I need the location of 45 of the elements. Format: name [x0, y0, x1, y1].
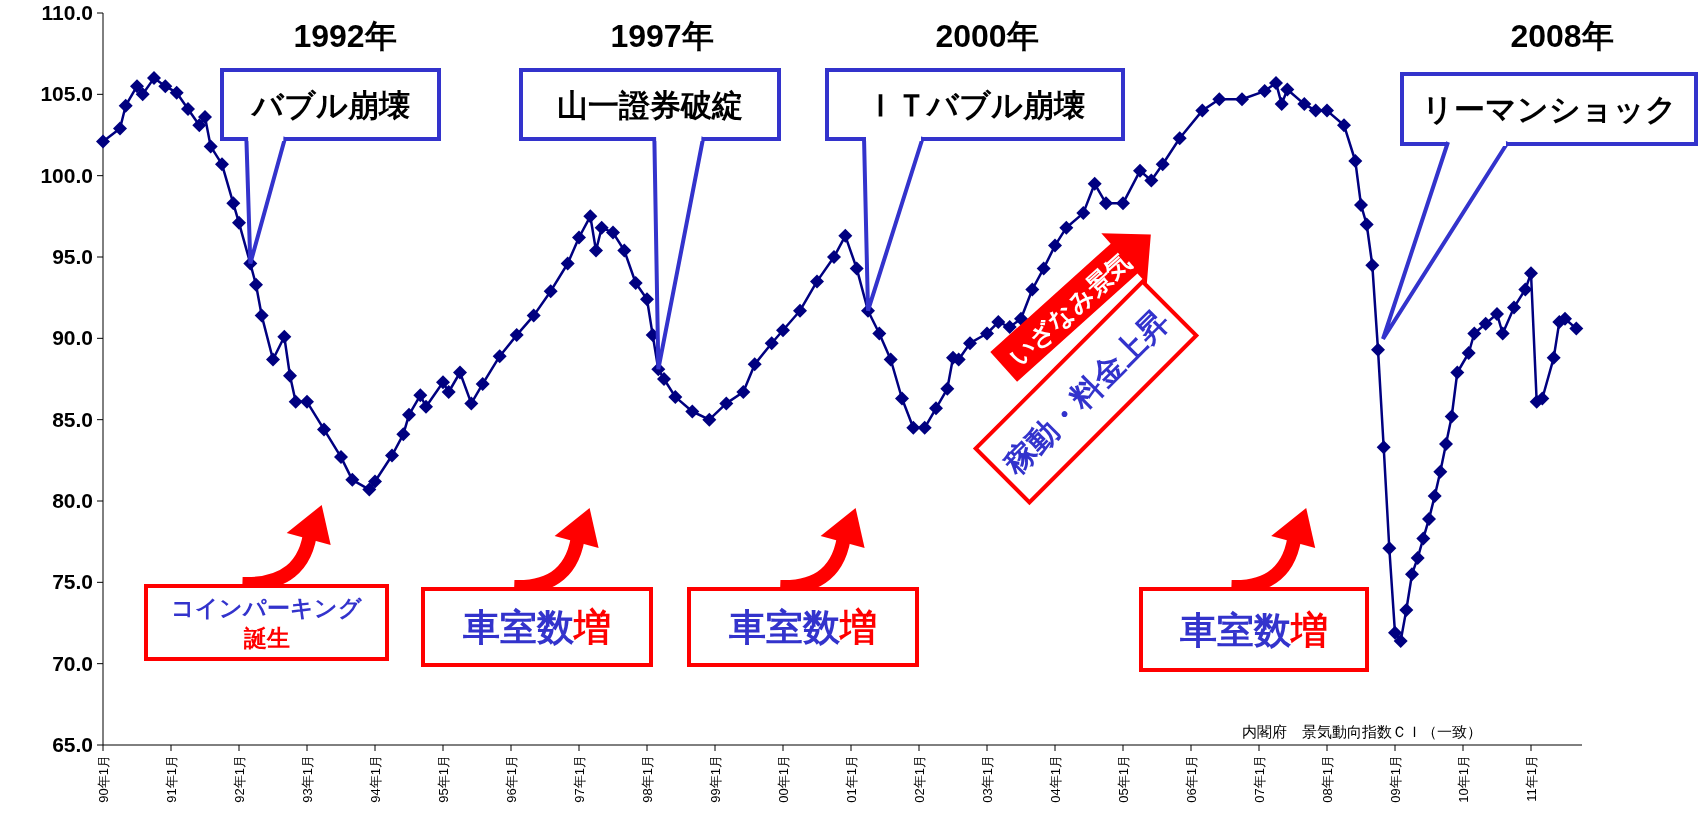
annotation: 車室数増 — [728, 607, 877, 648]
x-tick-label: 05年1月 — [1116, 755, 1131, 803]
annotation: ＩＴバブル崩壊 — [865, 87, 1085, 123]
y-tick-label: 90.0 — [52, 326, 93, 350]
annotation: 1992年 — [293, 18, 397, 54]
y-tick-label: 65.0 — [52, 733, 93, 756]
x-tick-label: 98年1月 — [640, 755, 655, 803]
annotation: コインパーキング誕生 — [171, 595, 363, 651]
annotation: 車室数増 — [462, 607, 611, 648]
annotation: バブル崩壊 — [249, 87, 410, 123]
y-tick-label: 110.0 — [41, 1, 93, 24]
annotation: 山一證券破綻 — [557, 87, 743, 123]
x-tick-label: 97年1月 — [572, 755, 587, 803]
annotation: リーマンショック — [1421, 92, 1677, 127]
annotation: 1997年 — [610, 18, 714, 54]
y-tick-label: 105.0 — [40, 82, 93, 106]
x-tick-label: 10年1月 — [1456, 755, 1471, 803]
x-tick-label: 00年1月 — [776, 755, 791, 803]
x-tick-label: 99年1月 — [708, 755, 723, 803]
x-tick-label: 91年1月 — [164, 755, 179, 803]
x-tick-label: 03年1月 — [980, 755, 995, 803]
x-tick-label: 93年1月 — [300, 755, 315, 803]
annotation: 内閣府 景気動向指数ＣＩ（一致） — [1242, 723, 1482, 740]
y-tick-label: 75.0 — [52, 570, 93, 594]
x-tick-label: 96年1月 — [504, 755, 519, 803]
x-tick-label: 01年1月 — [844, 755, 859, 803]
x-tick-label: 90年1月 — [96, 755, 111, 803]
annotation: 2008年 — [1510, 18, 1614, 54]
y-tick-label: 100.0 — [40, 163, 93, 187]
annotation: 車室数増 — [1179, 609, 1328, 651]
x-tick-label: 11年1月 — [1524, 755, 1539, 802]
x-tick-label: 04年1月 — [1048, 755, 1063, 803]
y-tick-label: 95.0 — [52, 245, 93, 268]
x-tick-label: 95年1月 — [436, 755, 451, 803]
x-tick-label: 94年1月 — [368, 755, 383, 803]
y-tick-label: 85.0 — [52, 407, 93, 431]
annotation: 2000年 — [935, 18, 1039, 54]
x-tick-label: 06年1月 — [1184, 755, 1199, 803]
x-tick-label: 02年1月 — [912, 755, 927, 803]
x-tick-label: 92年1月 — [232, 755, 247, 803]
x-tick-label: 07年1月 — [1252, 755, 1267, 803]
y-tick-label: 70.0 — [52, 651, 93, 675]
x-tick-label: 09年1月 — [1388, 755, 1403, 803]
y-tick-label: 80.0 — [52, 489, 93, 512]
x-tick-label: 08年1月 — [1320, 755, 1335, 803]
